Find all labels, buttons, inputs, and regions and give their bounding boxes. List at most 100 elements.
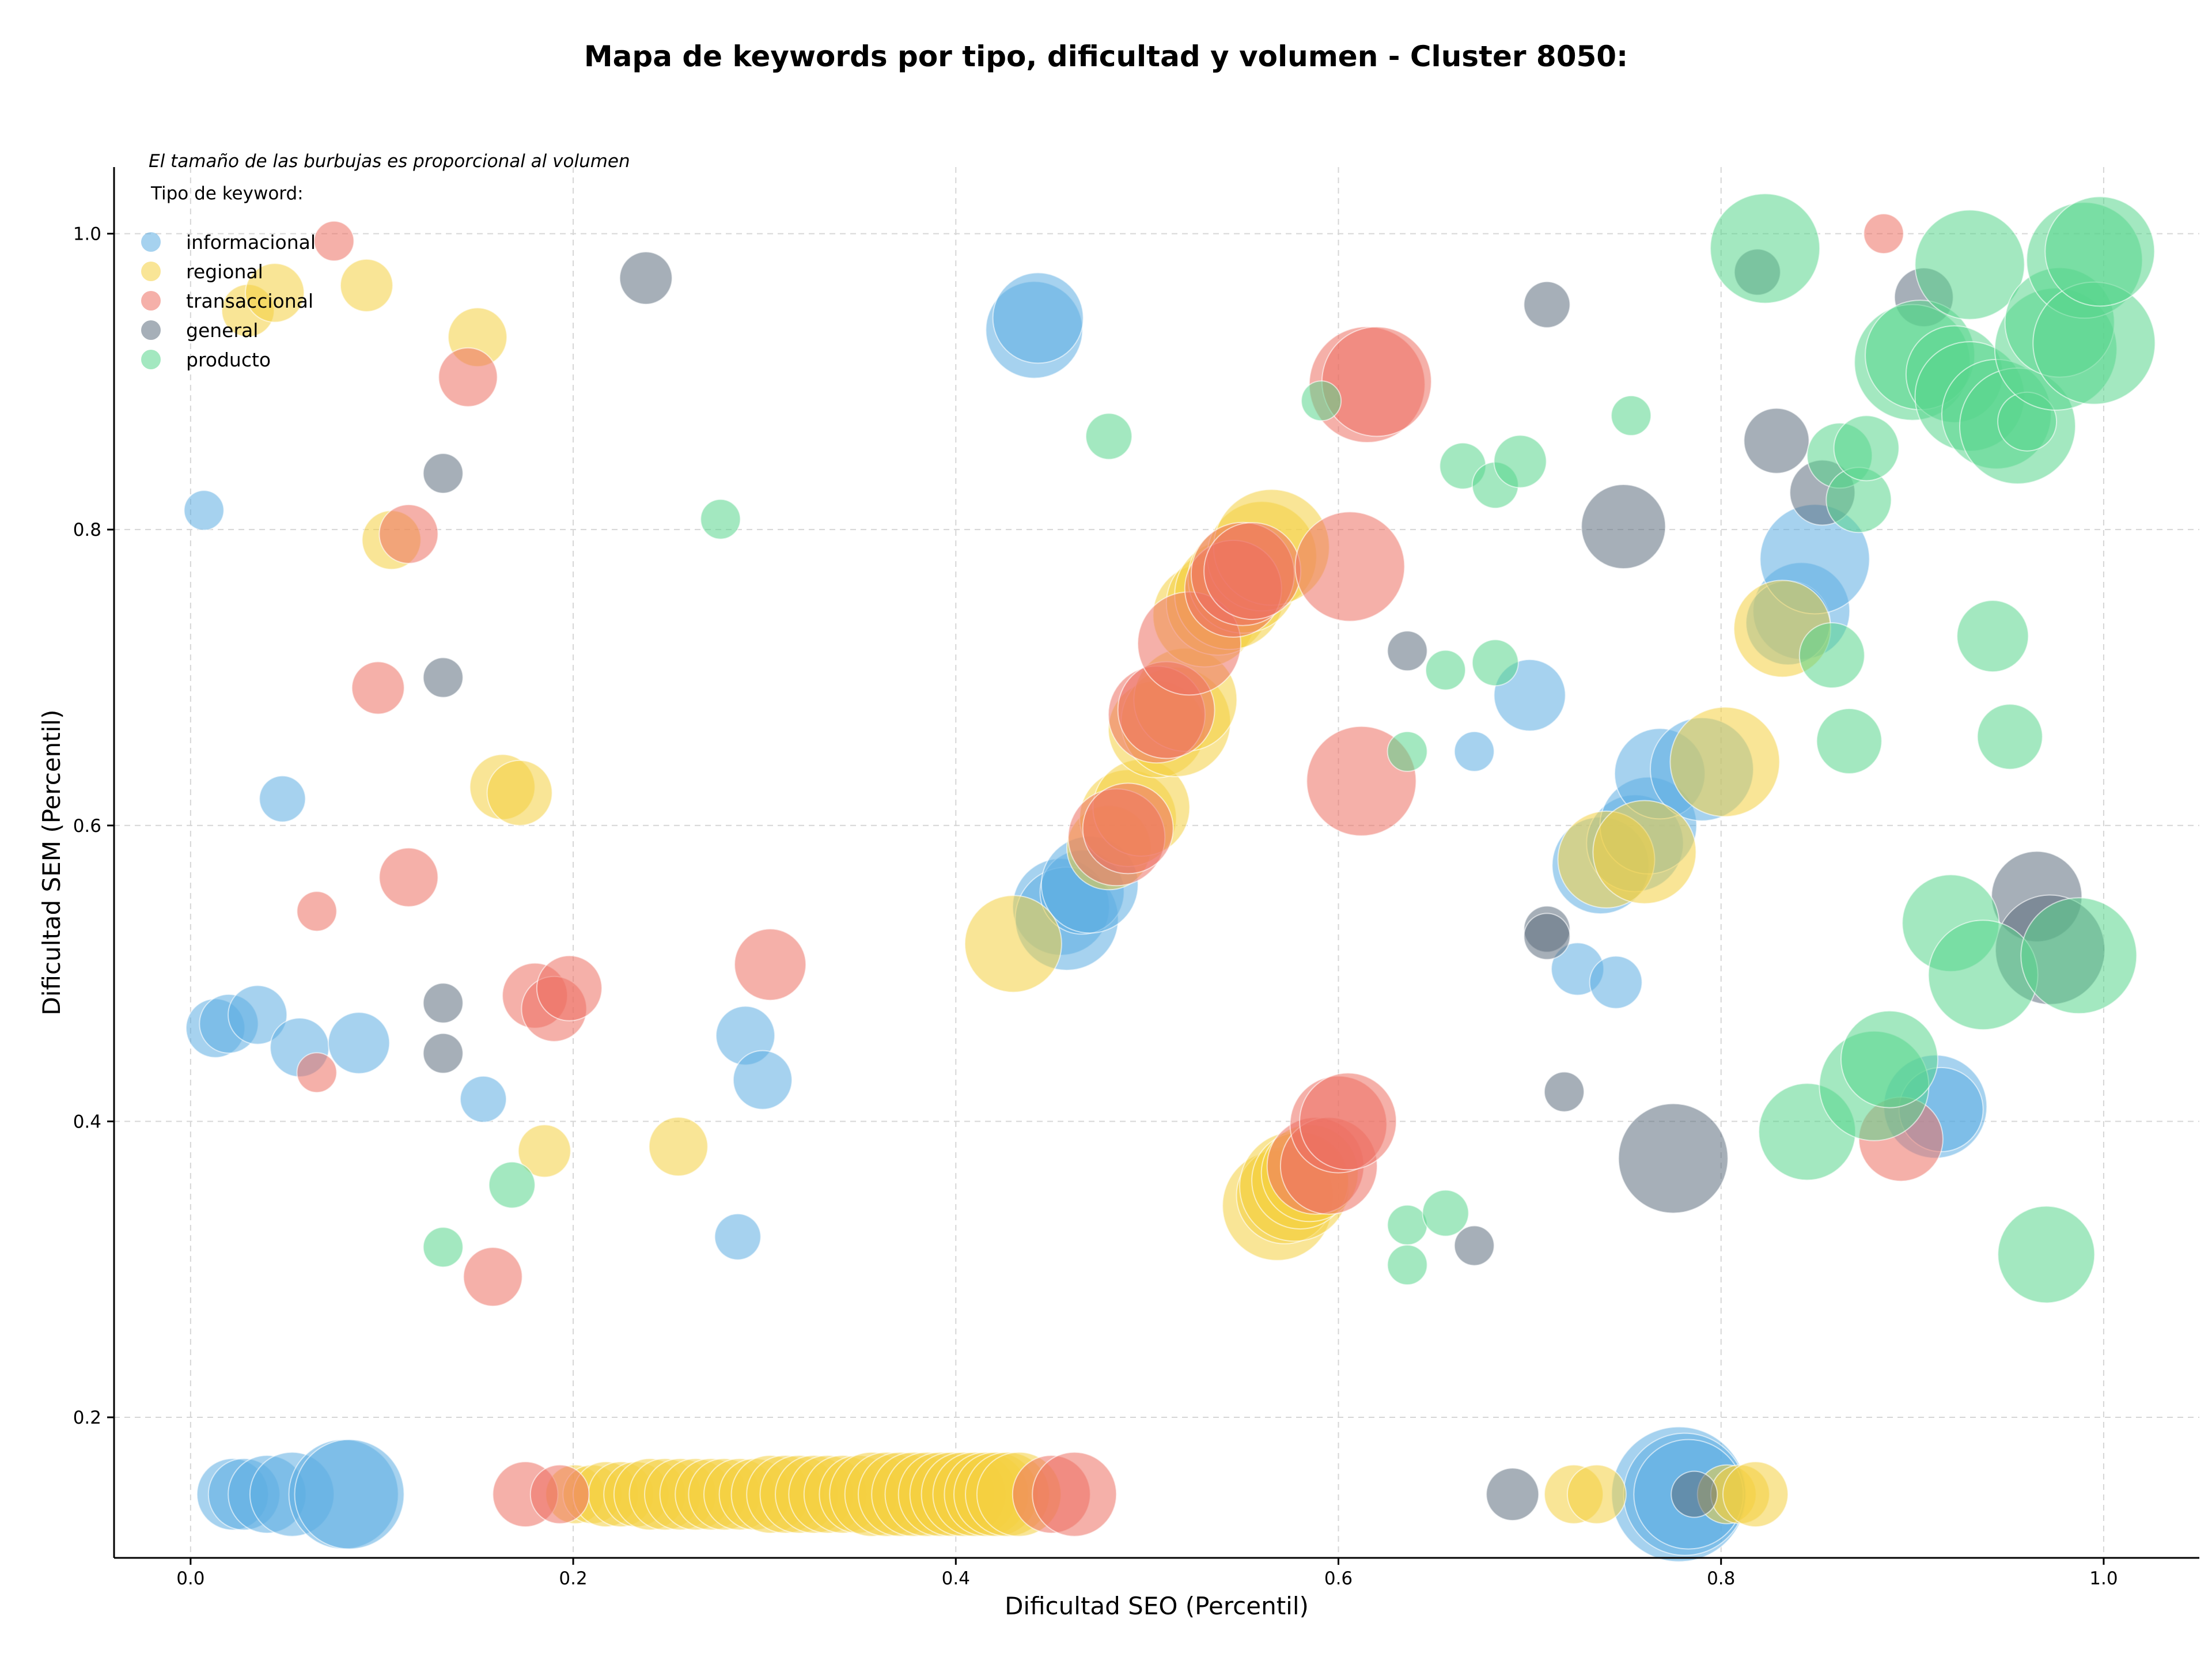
series-regional xyxy=(221,258,1831,1537)
bubble-point xyxy=(351,661,405,715)
bubble-point xyxy=(1566,1464,1627,1524)
bubble-point xyxy=(529,1464,590,1524)
bubble-point xyxy=(1581,484,1666,569)
bubble-point xyxy=(1387,1204,1428,1246)
legend-marker-producto xyxy=(141,350,161,369)
bubble-point xyxy=(296,1052,338,1094)
bubble-point xyxy=(1486,1467,1540,1522)
bubble-point xyxy=(1927,920,2039,1031)
x-tick-label: 0.8 xyxy=(1707,1568,1735,1589)
bubble-point xyxy=(1321,326,1432,437)
bubble-point xyxy=(714,1213,762,1261)
legend-label-producto: producto xyxy=(186,349,271,371)
bubble-point xyxy=(1669,706,1781,818)
bubble-point xyxy=(1840,1010,1938,1108)
legend-label-general: general xyxy=(186,319,258,342)
legend-marker-regional xyxy=(141,262,161,281)
bubble-point xyxy=(296,891,338,932)
y-tick-label: 0.8 xyxy=(73,520,101,540)
bubble-point xyxy=(648,1117,709,1177)
y-tick-label: 1.0 xyxy=(73,224,101,245)
bubble-point xyxy=(183,490,225,531)
bubble-point xyxy=(1543,1071,1585,1113)
bubble-point xyxy=(1294,511,1406,622)
y-tick-label: 0.6 xyxy=(73,816,101,837)
bubble-size-note: El tamaño de las burbujas es proporciona… xyxy=(149,151,630,172)
legend-label-informacional: informacional xyxy=(186,231,316,253)
axis-ticks: 0.0 0.2 0.4 0.6 0.8 1.0 0.2 0.4 0.6 0.8 1.0 xyxy=(73,224,2118,1589)
bubble-point xyxy=(1997,1205,2096,1304)
bubble-point xyxy=(1425,649,1466,691)
bubble-point xyxy=(1914,209,2025,320)
legend-marker-transaccional xyxy=(141,291,161,311)
bubble-point xyxy=(422,453,464,494)
bubble-point xyxy=(422,657,464,698)
bubble-point xyxy=(1722,1461,1789,1528)
series-transaccional xyxy=(296,213,1944,1537)
bubble-point xyxy=(1743,407,1810,474)
x-tick-label: 0.2 xyxy=(559,1568,587,1589)
bubble-point xyxy=(734,928,807,1001)
y-axis-label: Dificultad SEM (Percentil) xyxy=(37,710,66,1016)
bubble-point xyxy=(488,1161,536,1209)
x-tick-label: 0.6 xyxy=(1324,1568,1353,1589)
chart-title: Mapa de keywords por tipo, dificultad y … xyxy=(584,40,1628,73)
bubble-point xyxy=(245,263,305,323)
x-tick-label: 1.0 xyxy=(2089,1568,2118,1589)
legend-marker-informacional xyxy=(141,232,161,252)
bubble-point xyxy=(463,1247,523,1307)
y-tick-label: 0.2 xyxy=(73,1408,101,1428)
bubble-point xyxy=(422,982,464,1024)
bubble-point xyxy=(964,895,1062,993)
y-tick-label: 0.4 xyxy=(73,1111,101,1132)
bubble-point xyxy=(486,759,553,826)
bubble-point xyxy=(1618,1103,1729,1214)
bubble-point xyxy=(1833,415,1900,482)
bubble-point xyxy=(1387,630,1428,672)
bubble-point xyxy=(1085,413,1132,460)
bubble-point xyxy=(1816,707,1883,774)
bubble-point xyxy=(294,1439,405,1550)
bubble-point xyxy=(2020,897,2138,1015)
bubble-point xyxy=(378,847,439,907)
bubble-point xyxy=(313,220,355,262)
bubble-point xyxy=(1387,1244,1428,1285)
bubble-point xyxy=(2044,196,2156,307)
legend: Tipo de keyword: informacional regional tr… xyxy=(141,183,316,371)
bubble-point xyxy=(422,1032,464,1074)
bubble-point xyxy=(1453,1225,1495,1266)
bubble-point xyxy=(1422,1189,1469,1237)
bubble-point xyxy=(536,955,603,1021)
bubble-point xyxy=(732,1050,793,1110)
bubble-point xyxy=(700,498,741,540)
bubble-point xyxy=(460,1075,507,1123)
bubble-point xyxy=(1453,731,1495,772)
bubble-point xyxy=(1387,731,1428,772)
bubble-point xyxy=(339,258,393,312)
bubble-point xyxy=(1523,281,1571,328)
bubble-point xyxy=(619,251,673,305)
bubble-point xyxy=(378,504,439,564)
x-axis-label: Dificultad SEO (Percentil) xyxy=(1005,1592,1309,1620)
bubble-point xyxy=(1710,193,1821,304)
bubble-point xyxy=(259,775,306,823)
bubble-point xyxy=(1671,1470,1718,1518)
bubble-point xyxy=(1301,380,1342,422)
bubble-point xyxy=(1589,955,1643,1009)
bubbles xyxy=(183,193,2156,1562)
bubble-point xyxy=(1203,522,1302,620)
bubble-point xyxy=(228,985,288,1045)
legend-marker-general xyxy=(141,320,161,340)
legend-label-regional: regional xyxy=(186,260,263,283)
bubble-point xyxy=(1299,1072,1397,1171)
bubble-point xyxy=(992,272,1084,364)
legend-label-transaccional: transaccional xyxy=(186,290,313,312)
bubble-point xyxy=(1592,800,1697,905)
bubble-point xyxy=(1032,1451,1118,1537)
bubble-point xyxy=(517,1124,571,1178)
bubble-point xyxy=(438,347,498,407)
x-tick-label: 0.4 xyxy=(942,1568,970,1589)
legend-title: Tipo de keyword: xyxy=(150,183,304,204)
bubble-point xyxy=(1956,600,2029,673)
